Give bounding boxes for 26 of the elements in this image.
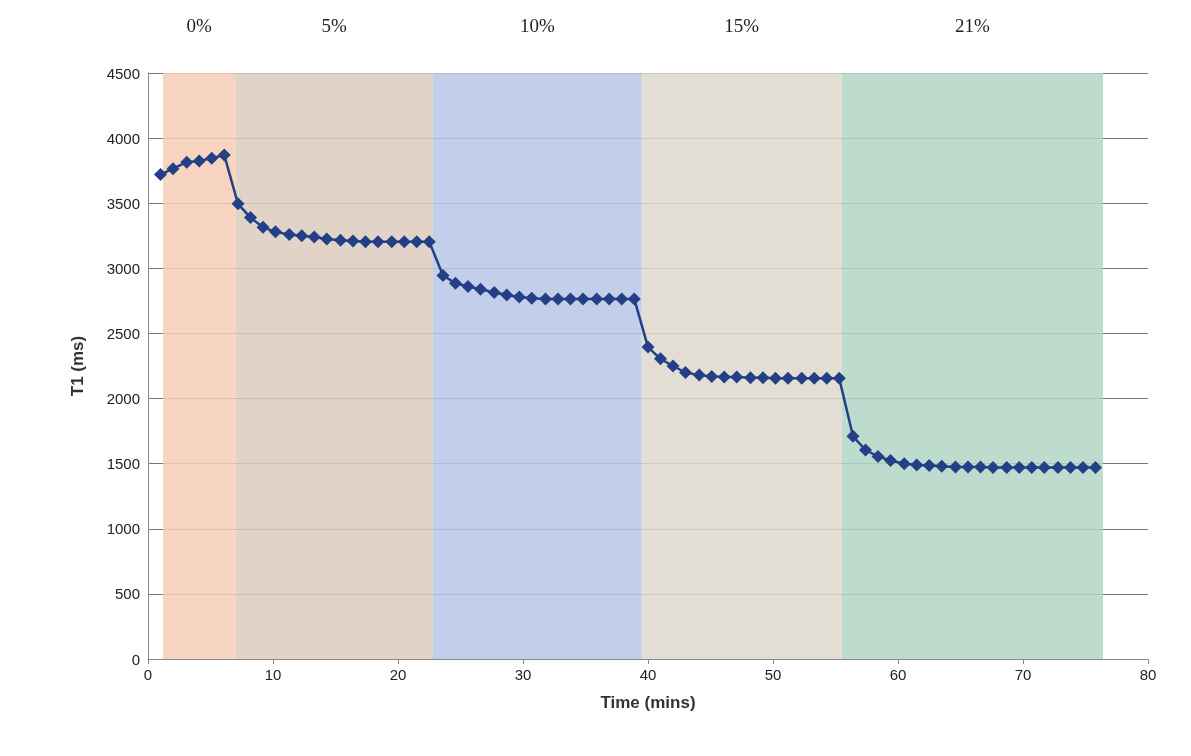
- band-label: 5%: [321, 15, 348, 36]
- y-tick-label: 4000: [106, 129, 140, 147]
- y-tick-label: 1500: [106, 455, 140, 473]
- band-label: 10%: [519, 15, 555, 36]
- x-tick-label: 70: [1014, 666, 1032, 683]
- y-tick-label: 2500: [106, 324, 140, 342]
- y-tick-label: 0: [131, 650, 140, 668]
- x-tick-label: 20: [389, 666, 407, 683]
- x-tick-label: 40: [639, 666, 657, 683]
- y-tick-label: 4500: [106, 64, 140, 82]
- band-label: 21%: [954, 15, 990, 36]
- x-tick-label: 50: [764, 666, 782, 683]
- band-label: 15%: [724, 15, 760, 36]
- y-tick-label: 3500: [106, 194, 140, 212]
- y-tick-label: 500: [114, 585, 140, 603]
- x-axis-title: Time (mins): [600, 693, 696, 712]
- x-tick-label: 30: [514, 666, 532, 683]
- y-axis-title: T1 (ms): [68, 335, 87, 397]
- y-tick-label: 3000: [106, 259, 140, 277]
- band-label: 0%: [186, 15, 213, 36]
- x-tick-label: 0: [143, 666, 153, 683]
- y-tick-label: 1000: [106, 520, 140, 538]
- x-tick-label: 80: [1139, 666, 1157, 683]
- x-tick-label: 10: [264, 666, 282, 683]
- x-tick-label: 60: [889, 666, 907, 683]
- y-tick-label: 2000: [106, 390, 140, 408]
